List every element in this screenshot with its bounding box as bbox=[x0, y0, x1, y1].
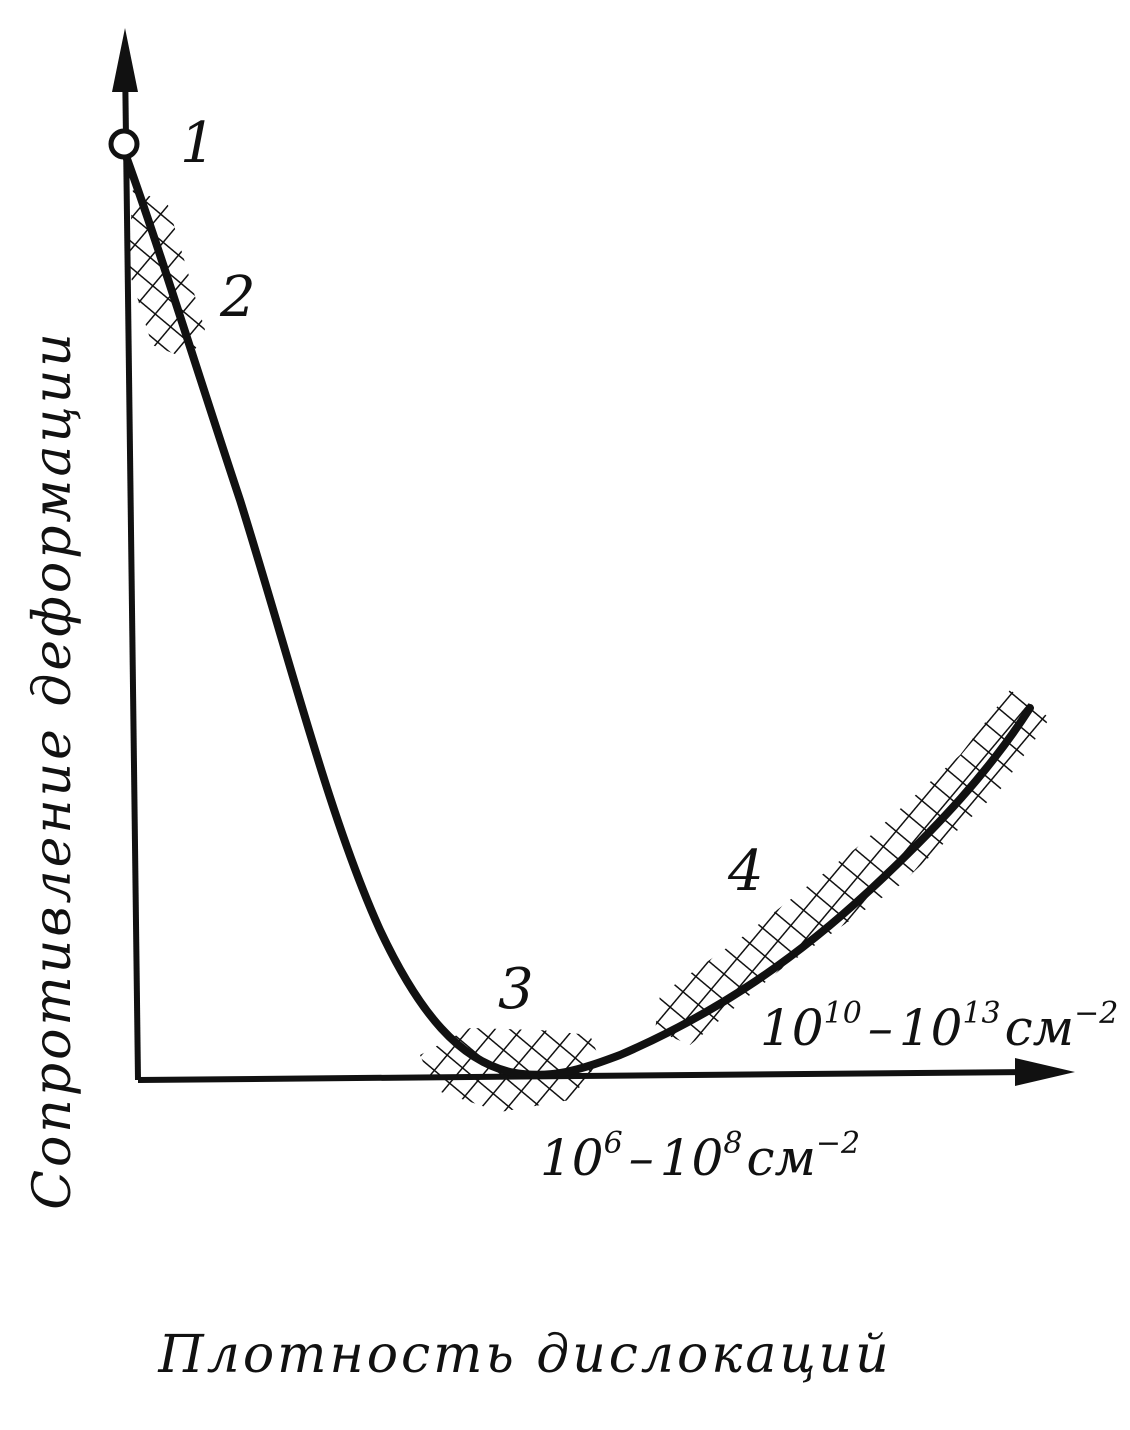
point-label-4: 4 bbox=[727, 839, 764, 904]
range-4-base-a: 10 bbox=[760, 999, 824, 1057]
range-3-exp-a: 6 bbox=[604, 1126, 623, 1161]
y-axis bbox=[122, 59, 141, 1081]
range-4-unit: см bbox=[1005, 999, 1074, 1057]
range-3-unit: см bbox=[746, 1129, 815, 1187]
point-label-2: 2 bbox=[219, 265, 256, 330]
range-4-dash: – bbox=[868, 999, 893, 1057]
x-axis-title: Плотность дислокаций bbox=[157, 1325, 891, 1385]
range-3-base-b: 10 bbox=[660, 1129, 724, 1187]
y-axis-arrow bbox=[112, 28, 138, 92]
resistance-curve bbox=[122, 152, 1034, 1079]
range-3-base-a: 10 bbox=[540, 1129, 604, 1187]
point-label-1: 1 bbox=[180, 111, 216, 176]
point-1-marker bbox=[108, 128, 140, 160]
range-3-dash: – bbox=[629, 1129, 654, 1187]
range-4-exp-a: 10 bbox=[824, 996, 862, 1031]
density-range-3: 106–108см−2 bbox=[540, 1126, 860, 1187]
point-label-3: 3 bbox=[498, 957, 534, 1022]
range-4-base-b: 10 bbox=[899, 999, 963, 1057]
y-axis-title: Сопротивление деформации bbox=[23, 330, 83, 1210]
range-3-unit-exp: −2 bbox=[816, 1126, 860, 1161]
range-4-unit-exp: −2 bbox=[1074, 996, 1118, 1031]
density-range-4: 1010–1013см−2 bbox=[760, 996, 1118, 1057]
x-axis-arrow bbox=[1015, 1058, 1075, 1086]
range-4-exp-b: 13 bbox=[962, 996, 1000, 1031]
hatched-region-4 bbox=[655, 690, 1050, 1045]
range-3-exp-b: 8 bbox=[723, 1126, 742, 1161]
